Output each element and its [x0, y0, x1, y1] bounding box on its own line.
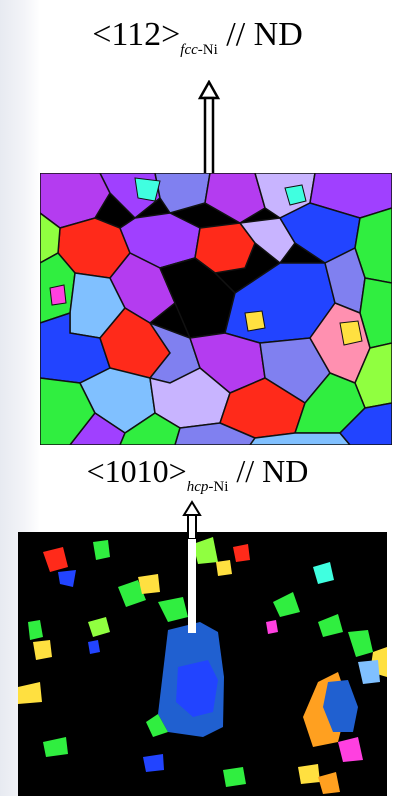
top-label-prefix: <112>	[92, 16, 181, 53]
bottom-direction-arrow	[182, 500, 202, 633]
top-label-subscript-phase: fcc	[180, 42, 198, 58]
bottom-orientation-label: <1010>hcp-Ni // ND	[0, 455, 395, 495]
hcp-grain-map	[18, 532, 387, 796]
top-label-suffix: // ND	[217, 16, 303, 53]
fcc-orientation-map	[40, 173, 392, 445]
bottom-label-suffix: // ND	[228, 453, 309, 489]
fcc-grain-map	[40, 173, 392, 445]
top-orientation-label: <112>fcc-Ni // ND	[0, 18, 395, 58]
top-label-subscript-element: -Ni	[197, 42, 218, 58]
bottom-label-subscript: hcp-Ni	[187, 479, 229, 495]
top-label-subscript: fcc-Ni	[180, 42, 217, 58]
hcp-orientation-map	[18, 532, 387, 796]
bottom-label-subscript-element: -Ni	[208, 479, 229, 495]
bottom-label-prefix: <1010>	[86, 453, 187, 489]
bottom-label-subscript-phase: hcp	[186, 479, 209, 495]
